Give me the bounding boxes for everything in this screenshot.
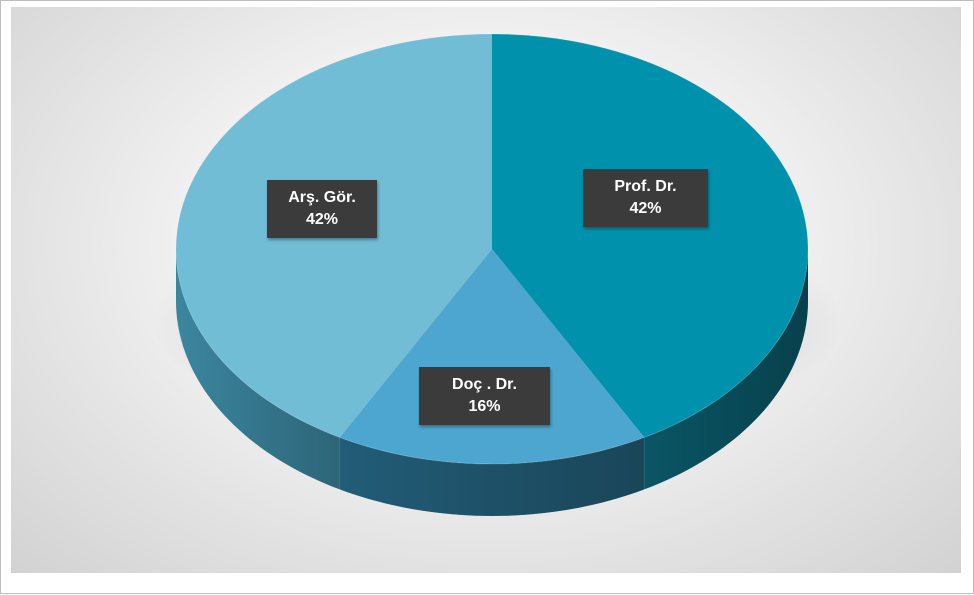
pie-slice-side-shade	[339, 437, 645, 516]
data-label-ars-gor: Arş. Gör. 42%	[267, 180, 377, 238]
data-label-name: Doç . Dr.	[452, 376, 517, 393]
data-label-value: 16%	[468, 398, 501, 415]
pie-rim	[175, 33, 809, 465]
data-label-doc-dr: Doç . Dr. 16%	[419, 367, 550, 425]
data-label-value: 42%	[629, 200, 662, 217]
pie-slice	[339, 249, 645, 465]
pie-slice	[492, 34, 809, 438]
pie-slice-side-shade	[176, 249, 340, 490]
data-label-name: Arş. Gör.	[288, 189, 356, 206]
data-label-name: Prof. Dr.	[614, 178, 677, 195]
data-label-value: 42%	[305, 211, 339, 228]
data-label-prof-dr: Prof. Dr. 42%	[583, 169, 708, 227]
pie-slice-side-shade	[644, 249, 808, 490]
